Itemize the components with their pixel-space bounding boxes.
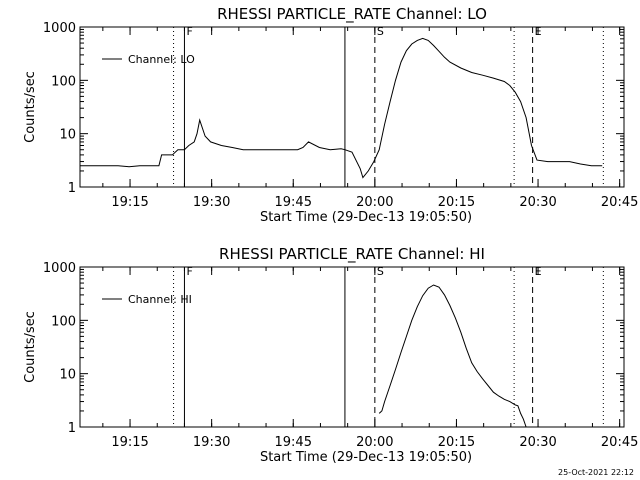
panel-2-x-tick-label: 20:00 [356, 435, 393, 450]
panel-1-plot-frame [79, 26, 625, 188]
panel-1-x-tick-label: 19:15 [111, 195, 148, 210]
timestamp-label: 25-Oct-2021 22:12 [558, 468, 634, 477]
panel-1-y-tick-label: 1000 [43, 21, 76, 36]
panel-2-series-line-1 [378, 284, 527, 428]
panel-2-chart-title: RHESSI PARTICLE_RATE Channel: HI [219, 245, 485, 264]
panel-1-y-axis-label: Counts/sec [23, 71, 38, 143]
panel-2-x-tick-label: 19:45 [275, 435, 312, 450]
panel-2-y-tick-label: 100 [51, 314, 76, 329]
panel-2-y-axis-label: Counts/sec [23, 311, 38, 383]
panel-1-y-tick-label: 1 [68, 181, 76, 196]
panel-2-x-tick-label: 20:45 [601, 435, 638, 450]
panel-2-marker-label-e: E [535, 265, 542, 278]
panel-2-x-tick-label: 19:15 [111, 435, 148, 450]
panel-1-x-tick-label: 19:30 [193, 195, 230, 210]
panel-2-x-axis-label: Start Time (29-Dec-13 19:05:50) [260, 450, 472, 465]
panel-1-x-tick-label: 20:15 [438, 195, 475, 210]
panel-2-y-tick-label: 10 [59, 368, 76, 383]
panel-2-y-tick-label: 1 [68, 421, 76, 436]
panel-1-series-line-1 [80, 37, 603, 179]
panel-2-y-tick-label: 1000 [43, 261, 76, 276]
panel-2-x-tick-label: 20:15 [438, 435, 475, 450]
panel-1-x-axis-label: Start Time (29-Dec-13 19:05:50) [260, 210, 472, 225]
panel-1-marker-label-e: E [535, 25, 542, 38]
panel-2-x-tick-label: 20:30 [519, 435, 556, 450]
panel-1-chart-title: RHESSI PARTICLE_RATE Channel: LO [217, 5, 487, 24]
panel-2-marker-label-f: F [186, 265, 192, 278]
panel-1-x-tick-label: 20:45 [601, 195, 638, 210]
panel-1-marker-label-f: F [186, 25, 192, 38]
panel-1-marker-label-s: S [377, 25, 384, 38]
panel-1-y-tick-label: 10 [59, 128, 76, 143]
panel-2-marker-label-s: S [377, 265, 384, 278]
panel-1-x-tick-label: 20:30 [519, 195, 556, 210]
panel-1-x-tick-label: 20:00 [356, 195, 393, 210]
panel-2-plot-frame [79, 266, 625, 428]
panel-2-legend-label: Channel: HI [128, 293, 192, 306]
panel-1-legend-label: Channel: LO [128, 53, 195, 66]
panel-1-x-tick-label: 19:45 [275, 195, 312, 210]
panel-1-y-tick-label: 100 [51, 74, 76, 89]
panel-2-x-tick-label: 19:30 [193, 435, 230, 450]
